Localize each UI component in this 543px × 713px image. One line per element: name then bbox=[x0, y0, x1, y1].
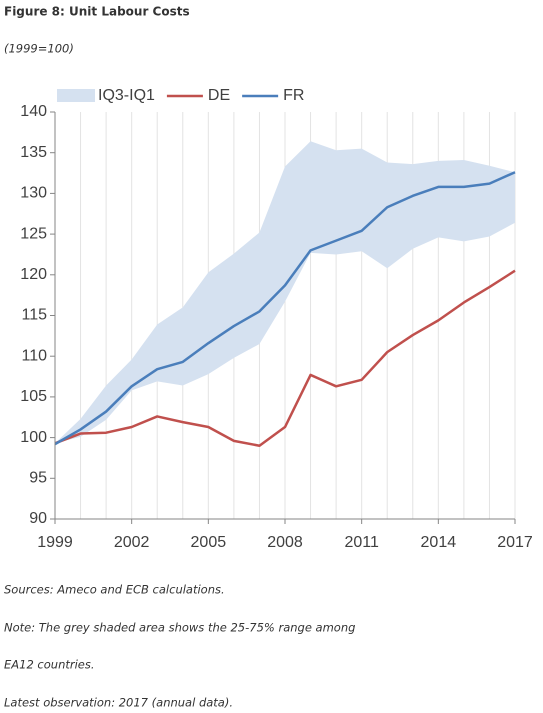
y-tick-label: 90 bbox=[29, 510, 47, 527]
x-tick-label: 2008 bbox=[267, 534, 303, 551]
y-tick-label: 125 bbox=[20, 225, 47, 242]
y-tick-label: 135 bbox=[20, 144, 47, 161]
x-tick-label: 2017 bbox=[497, 534, 533, 551]
y-tick-label: 120 bbox=[20, 266, 47, 283]
x-tick-label: 2002 bbox=[114, 534, 150, 551]
y-tick-label: 140 bbox=[20, 103, 47, 120]
y-tick-label: 110 bbox=[21, 347, 47, 364]
legend-swatch bbox=[57, 89, 95, 102]
chart-title: Figure 8: Unit Labour Costs bbox=[4, 5, 190, 19]
line-fr bbox=[54, 171, 516, 446]
note: Note: The grey shaded area shows the 25-… bbox=[4, 621, 355, 635]
y-tick-label: 115 bbox=[21, 307, 47, 324]
legend-label: FR bbox=[283, 87, 304, 104]
note: EA12 countries. bbox=[4, 658, 95, 672]
iqr-band bbox=[55, 141, 515, 444]
line-de bbox=[54, 269, 516, 447]
x-tick-label: 2005 bbox=[191, 534, 227, 551]
y-tick-label: 95 bbox=[29, 470, 47, 487]
y-tick-label: 130 bbox=[20, 185, 47, 202]
chart-subtitle: (1999=100) bbox=[4, 42, 74, 56]
note: Latest observation: 2017 (annual data). bbox=[4, 696, 233, 709]
y-tick-label: 100 bbox=[20, 429, 47, 446]
x-tick-label: 2014 bbox=[421, 534, 457, 551]
legend-label: IQ3-IQ1 bbox=[98, 87, 155, 104]
note: Sources: Ameco and ECB calculations. bbox=[4, 583, 225, 597]
y-tick-label: 105 bbox=[20, 388, 47, 405]
x-tick-label: 2011 bbox=[344, 534, 379, 551]
x-tick-label: 1999 bbox=[37, 534, 73, 551]
legend-label: DE bbox=[208, 87, 230, 104]
